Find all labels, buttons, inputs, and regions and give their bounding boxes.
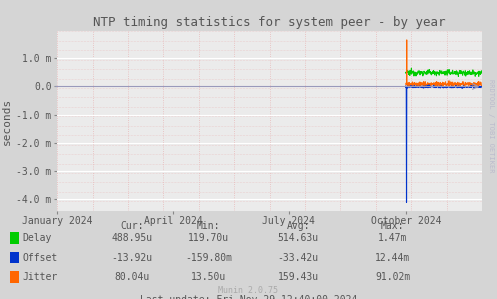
- Text: -159.80m: -159.80m: [185, 253, 232, 263]
- Text: Min:: Min:: [197, 221, 221, 231]
- Text: 488.95u: 488.95u: [111, 233, 152, 243]
- Text: Offset: Offset: [22, 253, 58, 263]
- Text: 13.50u: 13.50u: [191, 272, 226, 282]
- Text: Munin 2.0.75: Munin 2.0.75: [219, 286, 278, 295]
- Text: -33.42u: -33.42u: [278, 253, 319, 263]
- Title: NTP timing statistics for system peer - by year: NTP timing statistics for system peer - …: [93, 16, 446, 29]
- Text: -13.92u: -13.92u: [111, 253, 152, 263]
- Text: Max:: Max:: [381, 221, 405, 231]
- Text: Jitter: Jitter: [22, 272, 58, 282]
- Text: 514.63u: 514.63u: [278, 233, 319, 243]
- Y-axis label: seconds: seconds: [2, 97, 12, 145]
- Text: 159.43u: 159.43u: [278, 272, 319, 282]
- Text: 91.02m: 91.02m: [375, 272, 410, 282]
- Text: Cur:: Cur:: [120, 221, 144, 231]
- Text: Last update: Fri Nov 29 12:40:00 2024: Last update: Fri Nov 29 12:40:00 2024: [140, 295, 357, 299]
- Text: 1.47m: 1.47m: [378, 233, 408, 243]
- Text: 119.70u: 119.70u: [188, 233, 229, 243]
- Text: Avg:: Avg:: [286, 221, 310, 231]
- Text: RRDTOOL / TOBI OETIKER: RRDTOOL / TOBI OETIKER: [488, 79, 494, 172]
- Text: Delay: Delay: [22, 233, 52, 243]
- Text: 80.04u: 80.04u: [114, 272, 149, 282]
- Text: 12.44m: 12.44m: [375, 253, 410, 263]
